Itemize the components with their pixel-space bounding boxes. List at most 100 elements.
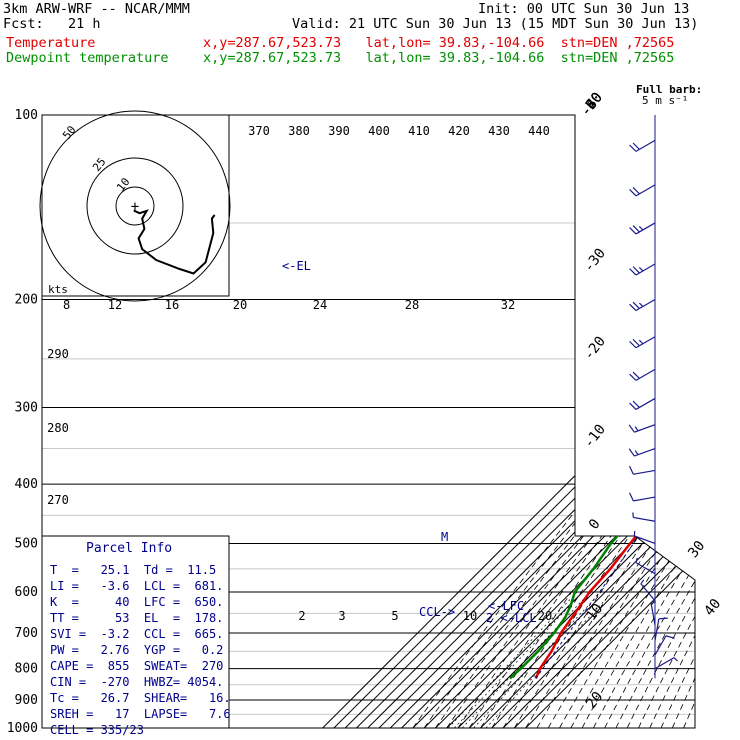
wind-barb-flag xyxy=(639,267,643,271)
wind-barb xyxy=(636,337,655,348)
dry-adiabat xyxy=(684,115,740,728)
parcel-info-row: CELL = 335/23 xyxy=(50,723,144,737)
isotherm-line xyxy=(334,115,740,728)
pressure-tick-label: 600 xyxy=(15,585,38,600)
wind-barb xyxy=(655,658,674,669)
mixing-ratio-label: 2 xyxy=(298,609,305,623)
wind-barb-flag xyxy=(630,374,636,380)
dry-adiabat xyxy=(616,115,740,728)
hodograph-unit: kts xyxy=(48,283,68,296)
wind-barb-flag xyxy=(633,302,639,308)
isotherm-label: -20 xyxy=(581,334,609,364)
pressure-tick-label: 200 xyxy=(15,293,38,308)
wind-barb-flag xyxy=(639,340,643,344)
temperature-scale-label: 24 xyxy=(313,298,327,312)
dry-adiabat xyxy=(413,115,740,728)
wind-barb-flag xyxy=(639,226,643,230)
isotherm-label: 0 xyxy=(586,516,604,532)
pressure-tick-label: 400 xyxy=(15,477,38,492)
isotherm-label: -10 xyxy=(581,422,609,452)
dry-adiabat xyxy=(537,115,740,728)
dry-adiabat xyxy=(481,115,740,728)
dewpoint-location: x,y=287.67,523.73 lat,lon= 39.83,-104.66… xyxy=(203,51,674,66)
wind-barb-flag xyxy=(633,143,639,149)
dry-adiabat xyxy=(560,115,740,728)
wind-barb-flag xyxy=(629,449,634,456)
isotherm-line xyxy=(469,115,740,728)
wind-barb-flag xyxy=(630,304,636,310)
wind-barb-flag xyxy=(633,187,639,193)
wind-barb xyxy=(636,140,655,151)
wind-barb xyxy=(634,449,655,457)
hodograph-tick: 8 xyxy=(63,298,70,312)
parcel-info-row: SVI = -3.2 CCL = 665. xyxy=(50,627,223,641)
mixing-ratio-label: 3 xyxy=(338,609,345,623)
parcel-info-title: Parcel Info xyxy=(86,541,172,556)
isotherm-label: 20 xyxy=(583,689,606,712)
theta-label: 380 xyxy=(288,124,310,138)
wind-barb-flag xyxy=(639,303,643,307)
temperature-scale-label: 12 xyxy=(108,298,122,312)
parcel-info-row: TT = 53 EL = 178. xyxy=(50,611,223,625)
wind-barb xyxy=(636,300,655,311)
parcel-info-row: PW = 2.76 YGP = 0.2 xyxy=(50,643,223,657)
parcel-path xyxy=(536,484,677,678)
parcel-info-row: CAPE = 855 SWEAT= 270 xyxy=(50,659,223,673)
dry-adiabat xyxy=(605,115,740,728)
parcel-info-row: LI = -3.6 LCL = 681. xyxy=(50,579,223,593)
model-title: 3km ARW-WRF -- NCAR/MMM xyxy=(3,2,190,17)
dewpoint-profile xyxy=(510,115,740,678)
wind-barb-flag xyxy=(630,341,636,347)
wind-barb-flag xyxy=(636,558,637,563)
isotherm-line xyxy=(402,115,740,728)
pressure-tick-label: 500 xyxy=(15,536,38,551)
theta-label: 430 xyxy=(488,124,510,138)
wind-barb xyxy=(655,619,659,641)
wind-barb-flag xyxy=(659,618,668,619)
pressure-tick-label: 300 xyxy=(15,400,38,415)
theta-label: 400 xyxy=(368,124,390,138)
isotherm-line xyxy=(345,115,740,728)
wind-barb xyxy=(636,264,655,275)
dry-adiabat xyxy=(492,115,740,728)
wind-barb xyxy=(636,223,655,234)
wind-barb-flag xyxy=(630,189,636,195)
wind-barb-flag xyxy=(674,658,678,662)
wind-barb-flag xyxy=(630,269,636,275)
wind-barb-flag xyxy=(633,372,639,378)
wind-barb-flag xyxy=(630,466,634,474)
wind-barb xyxy=(636,369,655,380)
parcel-info-row: T = 25.1 Td = 11.5 xyxy=(50,563,216,577)
theta-label: 420 xyxy=(448,124,470,138)
theta-side-label: 280 xyxy=(47,421,69,435)
dry-adiabat xyxy=(548,115,740,728)
valid-time: Valid: 21 UTC Sun 30 Jun 13 (15 MDT Sun … xyxy=(292,17,698,32)
wind-barb-flag xyxy=(633,401,639,407)
dry-adiabat xyxy=(672,115,740,728)
theta-label: 390 xyxy=(328,124,350,138)
wind-barb xyxy=(636,185,655,196)
wind-barb-flag xyxy=(641,580,644,584)
m-marker: M xyxy=(441,530,448,544)
mixing-ratio-label: 20 xyxy=(538,609,552,623)
temperature-scale-label: 32 xyxy=(501,298,515,312)
wind-key-unit: 5 m s⁻¹ xyxy=(642,94,688,107)
pressure-tick-label: 100 xyxy=(15,108,38,123)
pressure-tick-label: 700 xyxy=(15,626,38,641)
isotherm-label: -30 xyxy=(581,246,609,276)
wind-barb xyxy=(655,636,666,655)
parcel-info-row: CIN = -270 HWBZ= 4054. xyxy=(50,675,223,689)
isotherm-line xyxy=(492,115,740,728)
isotherm-label: 40 xyxy=(701,596,724,619)
pressure-tick-label: 900 xyxy=(15,693,38,708)
mixing-ratio-label: 5 xyxy=(391,609,398,623)
wind-barb xyxy=(633,470,655,474)
parcel-info-row: K = 40 LFC = 650. xyxy=(50,595,223,609)
wind-barb xyxy=(636,398,655,409)
pressure-tick-label: 1000 xyxy=(7,721,38,736)
isotherm-line xyxy=(390,115,740,728)
theta-side-label: 290 xyxy=(47,347,69,361)
theta-label: 440 xyxy=(528,124,550,138)
wind-barb xyxy=(633,517,655,521)
isotherm-line xyxy=(481,115,740,728)
